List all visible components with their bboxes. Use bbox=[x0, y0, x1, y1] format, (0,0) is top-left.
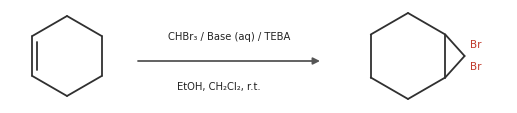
Text: EtOH, CH₂Cl₂, r.t.: EtOH, CH₂Cl₂, r.t. bbox=[177, 81, 261, 91]
Text: CHBr₃ / Base (aq) / TEBA: CHBr₃ / Base (aq) / TEBA bbox=[168, 32, 290, 42]
Text: Br: Br bbox=[469, 40, 481, 50]
Text: Br: Br bbox=[469, 61, 481, 71]
